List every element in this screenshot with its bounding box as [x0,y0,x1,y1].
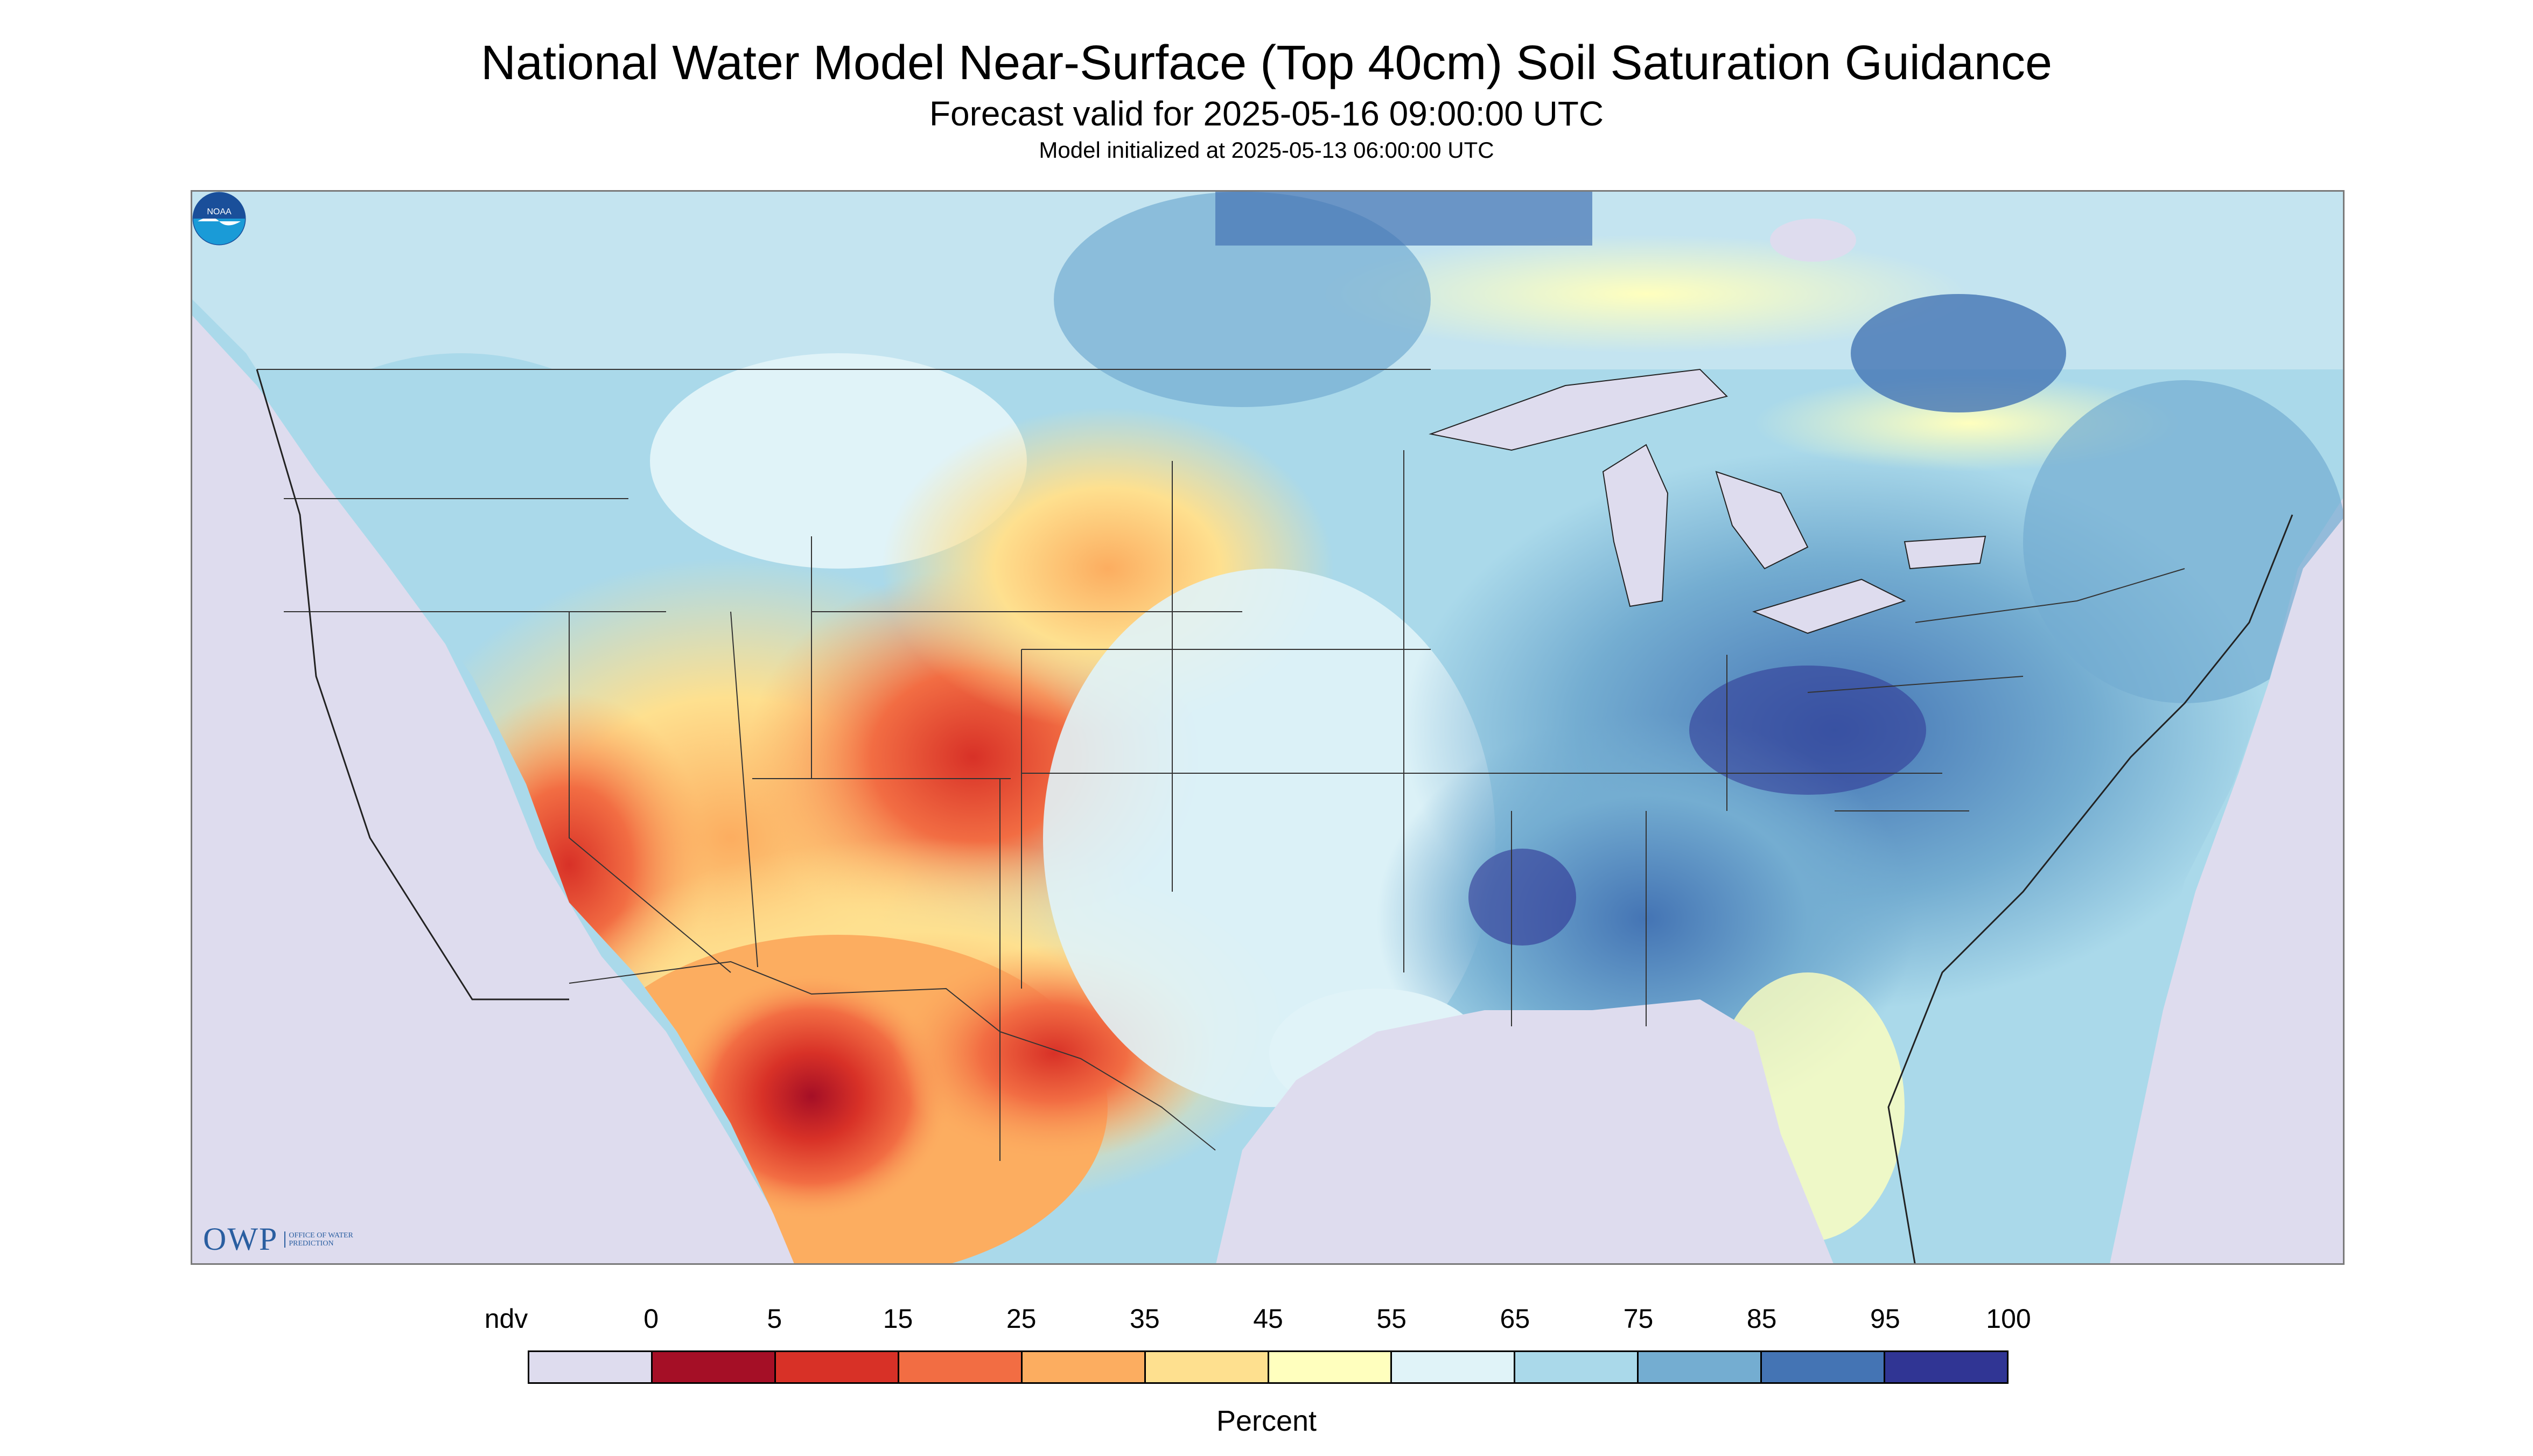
colorbar-swatch [652,1352,776,1382]
colorbar-swatch [1145,1352,1269,1382]
noaa-logo: NOAA [192,192,246,246]
soil-saturation-map: OWP OFFICE OF WATER PREDICTION NOAA [191,190,2345,1265]
colorbar-swatch [1885,1352,2007,1382]
map-title: National Water Model Near-Surface (Top 4… [480,36,2052,90]
lake-ontario [1904,535,1986,570]
ontario-wet-area [1851,294,2066,412]
colorbar-label: 95 [1870,1304,1900,1334]
colorbar-label: 75 [1623,1304,1654,1334]
colorbar-swatch [899,1352,1023,1382]
colorbar-label: 25 [1006,1304,1037,1334]
colorbar-label: 55 [1376,1304,1407,1334]
pacific-coastline [256,369,569,1000]
canada-dry-band [1323,235,1969,353]
colorbar [528,1350,2009,1384]
owp-logo-subtext: OFFICE OF WATER PREDICTION [284,1231,353,1248]
colorbar-label: 0 [643,1304,659,1334]
model-init-time: Model initialized at 2025-05-13 06:00:00… [1039,137,1494,163]
colorbar-swatch [1269,1352,1393,1382]
james-bay [1770,219,1856,262]
mississippi-very-wet [1468,849,1576,946]
gulf-of-mexico [1215,999,1835,1263]
us-mexico-border [569,961,1216,1151]
nv-ut-az-line [730,611,758,968]
map-canvas [192,192,2343,1263]
legend-unit: Percent [1216,1405,1317,1437]
atlantic-coastline [1887,514,2293,1263]
lake-michigan [1602,444,1669,607]
colorbar-swatch [775,1352,899,1382]
lake-huron [1715,471,1809,570]
mason-dixon [1807,676,2024,693]
colorbar-label: 5 [767,1304,782,1334]
colorbar-swatch [1022,1352,1146,1382]
new-england-region [2023,380,2343,703]
forecast-valid-time: Forecast valid for 2025-05-16 09:00:00 U… [929,94,1604,133]
colorbar-label: 85 [1746,1304,1777,1334]
lake-erie [1752,578,1906,634]
colorbar-label: 15 [883,1304,913,1334]
colorbar-label: ndv [484,1304,528,1334]
colorbar-swatch [1515,1352,1639,1382]
colorbar-swatch [1639,1352,1762,1382]
ny-pa-line [1915,568,2185,623]
colorbar-swatch [1762,1352,1886,1382]
colorbar-label: 35 [1130,1304,1160,1334]
colorbar-label: 65 [1500,1304,1530,1334]
colorbar-swatch [1392,1352,1516,1382]
ohio-valley-very-wet [1689,666,1926,795]
owp-logo-text: OWP [203,1221,278,1257]
lake-superior [1429,368,1728,451]
northern-wet-strip [1215,192,1592,246]
colorbar-label: 100 [1986,1304,2031,1334]
noaa-logo-text: NOAA [207,207,232,216]
plains-transition [1043,569,1495,1107]
owp-logo: OWP OFFICE OF WATER PREDICTION [203,1221,353,1258]
colorbar-swatch [529,1352,653,1382]
colorbar-label: 45 [1253,1304,1283,1334]
political-boundaries [257,369,2185,1161]
ca-nv-border [569,612,731,973]
